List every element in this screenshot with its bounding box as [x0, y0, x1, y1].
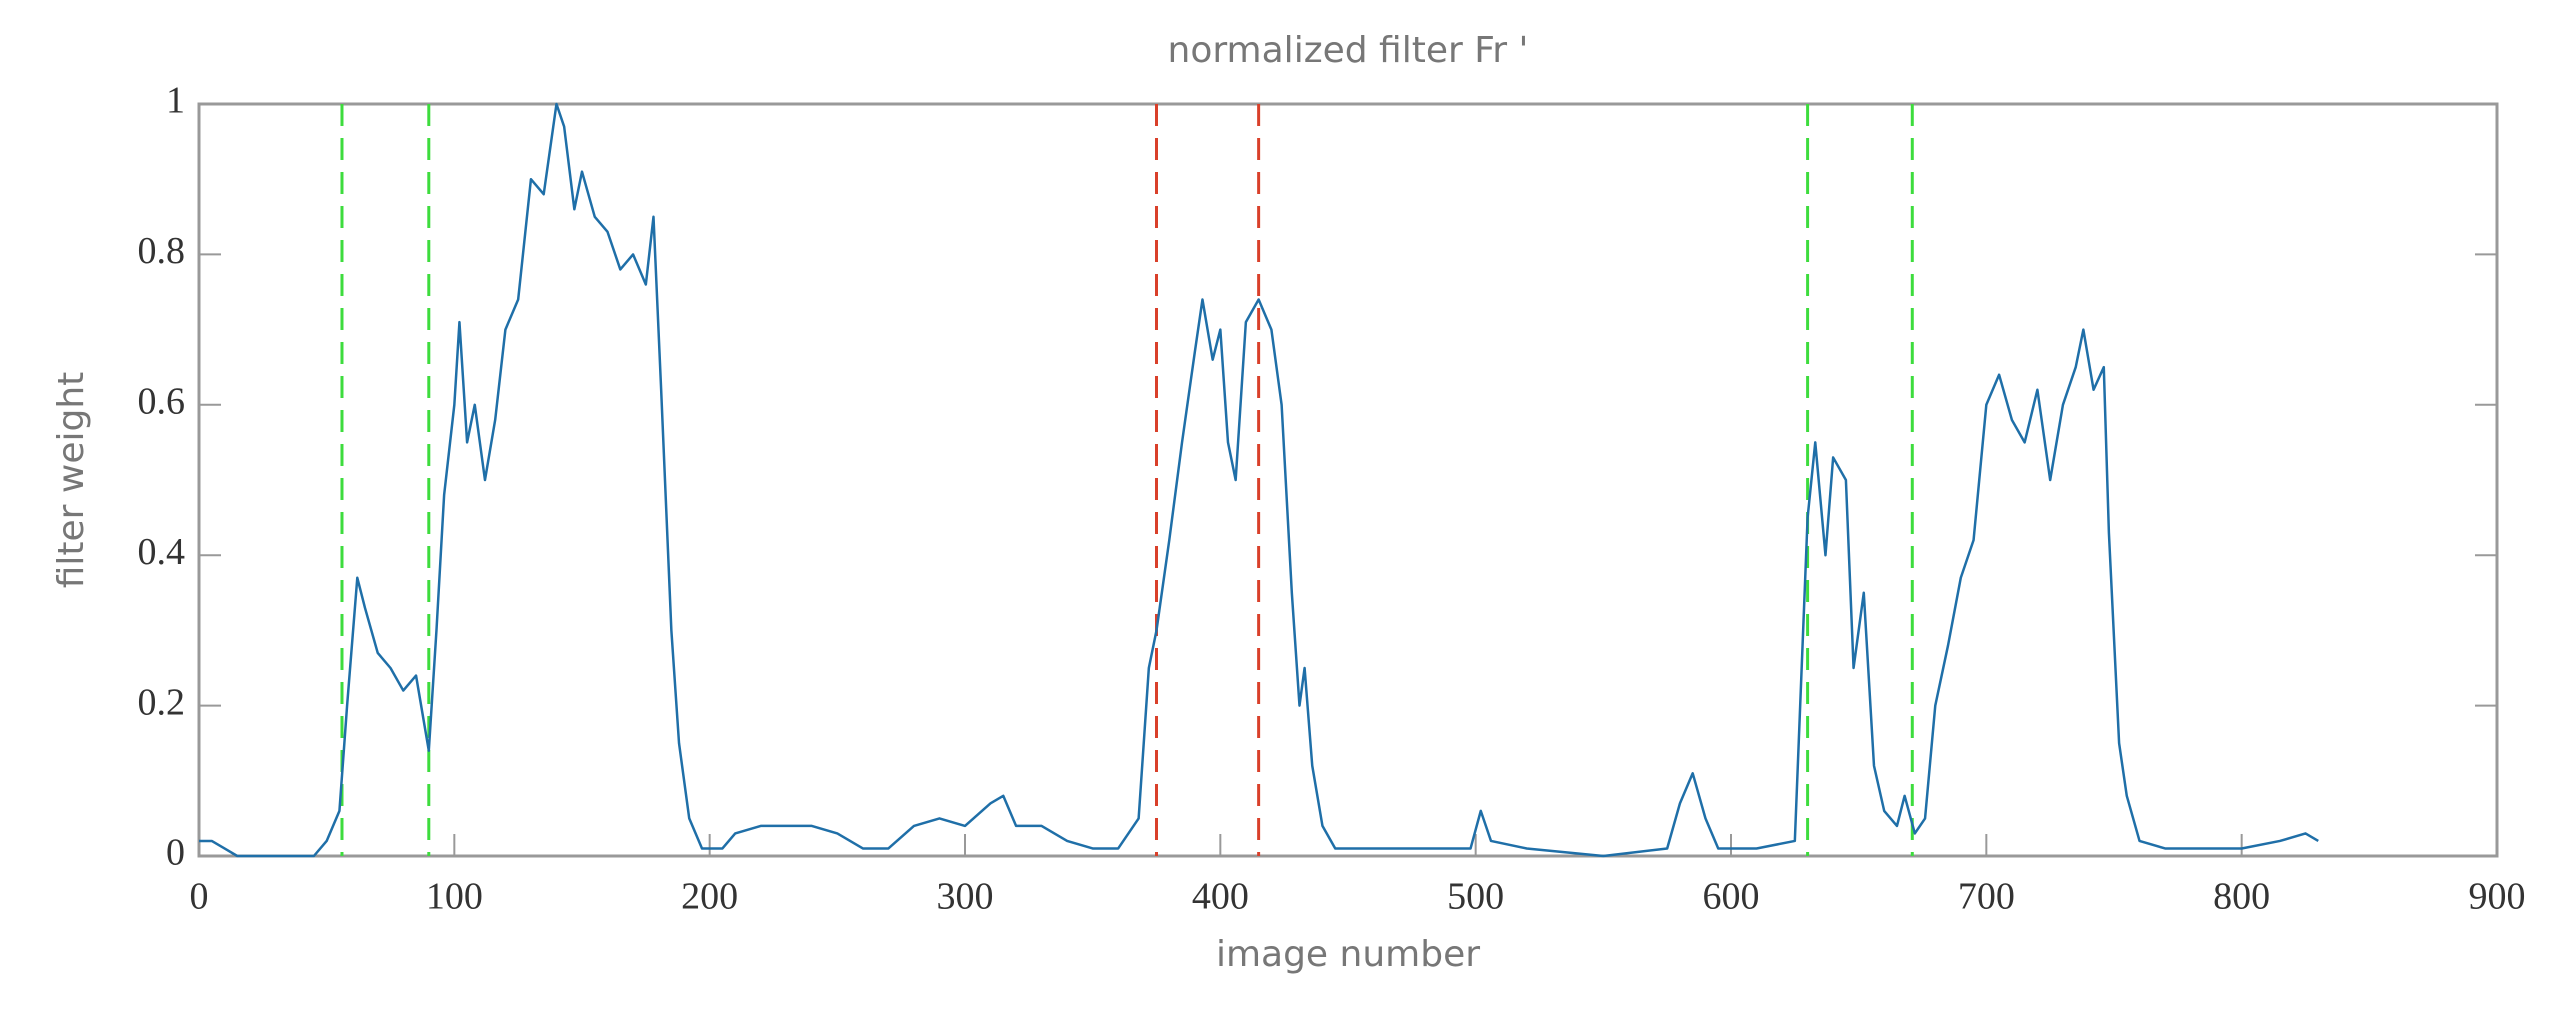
x-tick-label: 400	[1192, 876, 1249, 918]
data-line	[199, 102, 2319, 858]
x-tick-label: 500	[1447, 876, 1504, 918]
x-tick-label: 800	[2213, 876, 2270, 918]
y-tick-label: 0	[166, 832, 185, 874]
x-tick-label: 600	[1703, 876, 1760, 918]
y-tick-label: 0.6	[138, 381, 186, 423]
x-tick-label: 100	[426, 876, 483, 918]
y-tick-label: 0.4	[138, 531, 186, 573]
x-tick-label: 900	[2469, 876, 2526, 918]
chart-title: normalized filter Fr '	[1168, 30, 1529, 71]
y-tick-label: 0.2	[138, 681, 186, 723]
x-axis-label: image number	[1216, 934, 1480, 975]
x-tick-label: 700	[1958, 876, 2015, 918]
y-tick-label: 1	[166, 80, 185, 122]
x-tick-label: 200	[681, 876, 738, 918]
plot-frame	[197, 102, 2499, 858]
y-axis-label: filter weight	[51, 372, 92, 589]
y-tick-label: 0.8	[138, 230, 186, 272]
x-tick-label: 300	[937, 876, 994, 918]
x-tick-label: 0	[190, 876, 209, 918]
